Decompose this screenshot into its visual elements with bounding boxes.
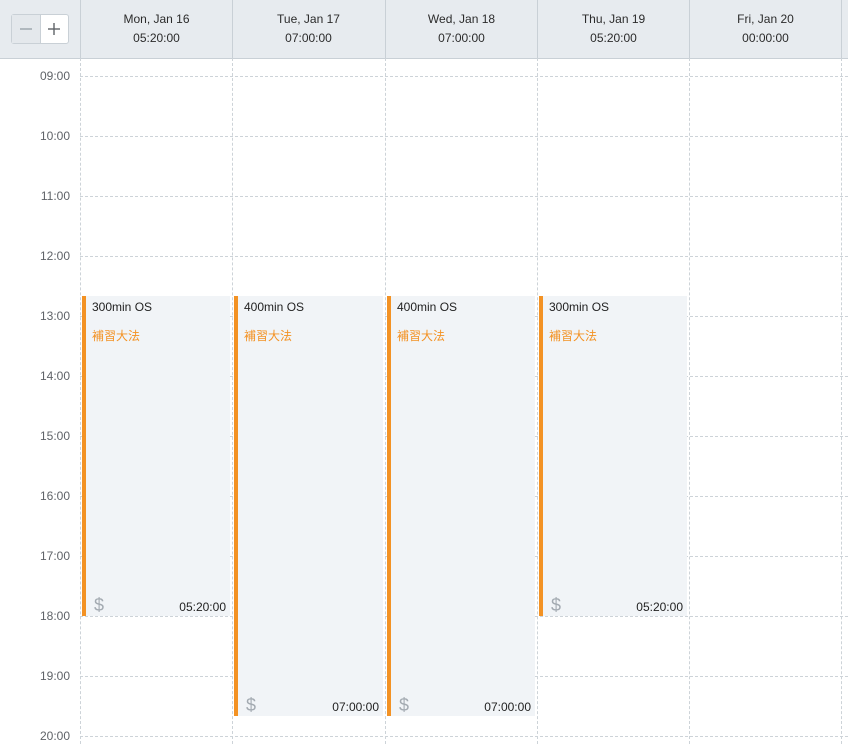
time-label: 12:00 bbox=[39, 249, 70, 263]
event-title: 400min OS bbox=[397, 300, 458, 314]
event-duration: 07:00:00 bbox=[332, 700, 379, 714]
day-header-fri[interactable]: Fri, Jan 20 00:00:00 bbox=[689, 0, 841, 58]
plus-icon bbox=[48, 23, 61, 35]
event-title: 400min OS bbox=[244, 300, 305, 314]
day-total: 07:00:00 bbox=[285, 31, 332, 45]
grid-column-line bbox=[537, 58, 538, 744]
day-total: 07:00:00 bbox=[438, 31, 485, 45]
time-label: 15:00 bbox=[39, 429, 70, 443]
grid-column-line bbox=[689, 58, 690, 744]
zoom-control bbox=[11, 14, 69, 44]
event-subtitle: 補習大法 bbox=[549, 329, 598, 343]
day-label: Wed, Jan 18 bbox=[427, 12, 496, 26]
time-label: 09:00 bbox=[39, 69, 70, 83]
event-block-mon[interactable]: 300min OS 補習大法 $ 05:20:00 bbox=[82, 296, 230, 616]
day-header-wed[interactable]: Wed, Jan 18 07:00:00 bbox=[385, 0, 537, 58]
day-header-tue[interactable]: Tue, Jan 17 07:00:00 bbox=[232, 0, 384, 58]
dollar-icon: $ bbox=[94, 595, 105, 615]
time-label: 19:00 bbox=[39, 669, 70, 683]
grid-column-line bbox=[841, 58, 842, 744]
grid-column-line bbox=[385, 58, 386, 744]
event-subtitle: 補習大法 bbox=[244, 329, 293, 343]
time-label: 20:00 bbox=[39, 729, 70, 743]
dollar-icon: $ bbox=[551, 595, 562, 615]
event-block-thu[interactable]: 300min OS 補習大法 $ 05:20:00 bbox=[539, 296, 687, 616]
time-label: 14:00 bbox=[39, 369, 70, 383]
grid-hour-line bbox=[80, 196, 848, 197]
zoom-in-button[interactable] bbox=[41, 15, 69, 43]
day-label: Mon, Jan 16 bbox=[123, 12, 190, 26]
event-duration: 07:00:00 bbox=[484, 700, 531, 714]
minus-icon bbox=[19, 28, 32, 30]
grid-column-line bbox=[80, 58, 81, 744]
event-subtitle: 補習大法 bbox=[397, 329, 446, 343]
dollar-icon: $ bbox=[399, 695, 410, 715]
event-duration: 05:20:00 bbox=[636, 600, 683, 614]
day-total: 05:20:00 bbox=[133, 31, 180, 45]
grid-hour-line bbox=[80, 136, 848, 137]
time-label: 10:00 bbox=[39, 129, 70, 143]
event-block-wed[interactable]: 400min OS 補習大法 $ 07:00:00 bbox=[387, 296, 535, 716]
grid-hour-line bbox=[80, 256, 848, 257]
calendar-header: Mon, Jan 16 05:20:00 Tue, Jan 17 07:00:0… bbox=[0, 0, 848, 59]
time-label: 11:00 bbox=[40, 189, 70, 203]
grid-hour-line bbox=[80, 736, 848, 737]
grid-column-line bbox=[232, 58, 233, 744]
dollar-icon: $ bbox=[246, 695, 257, 715]
time-label: 16:00 bbox=[39, 489, 70, 503]
event-title: 300min OS bbox=[92, 300, 153, 314]
time-label: 13:00 bbox=[39, 309, 70, 323]
time-label: 18:00 bbox=[39, 609, 70, 623]
event-duration: 05:20:00 bbox=[179, 600, 226, 614]
day-header-thu[interactable]: Thu, Jan 19 05:20:00 bbox=[537, 0, 689, 58]
zoom-out-button[interactable] bbox=[12, 15, 41, 43]
time-label: 17:00 bbox=[39, 549, 70, 563]
day-label: Fri, Jan 20 bbox=[737, 12, 794, 26]
grid-hour-line bbox=[80, 76, 848, 77]
day-label: Tue, Jan 17 bbox=[277, 12, 340, 26]
event-block-tue[interactable]: 400min OS 補習大法 $ 07:00:00 bbox=[234, 296, 383, 716]
event-subtitle: 補習大法 bbox=[92, 329, 141, 343]
day-label: Thu, Jan 19 bbox=[581, 12, 646, 26]
day-total: 00:00:00 bbox=[742, 31, 789, 45]
day-header-overflow bbox=[841, 0, 848, 58]
day-header-mon[interactable]: Mon, Jan 16 05:20:00 bbox=[80, 0, 232, 58]
event-title: 300min OS bbox=[549, 300, 610, 314]
day-total: 05:20:00 bbox=[590, 31, 637, 45]
